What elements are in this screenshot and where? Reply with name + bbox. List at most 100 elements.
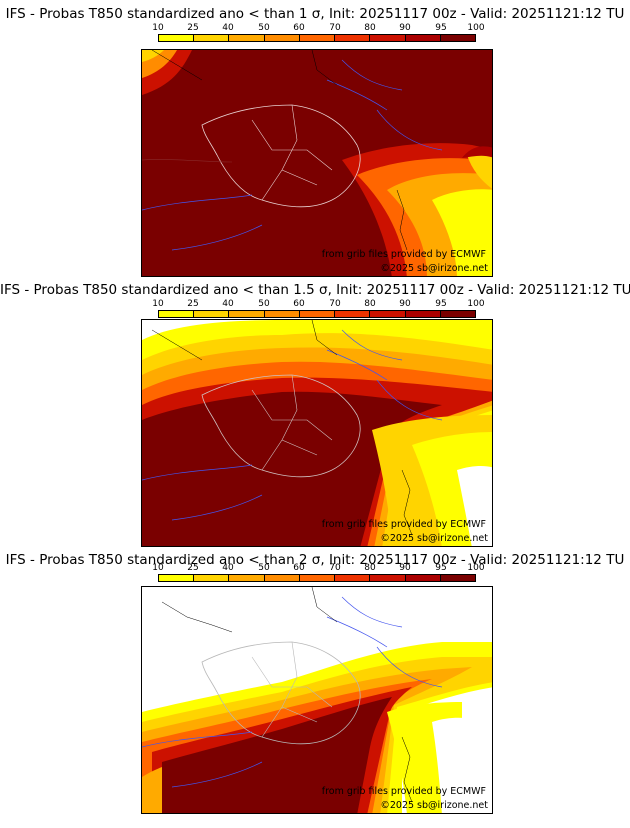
swatch (335, 35, 371, 41)
swatch (299, 35, 336, 41)
coastline (396, 189, 408, 251)
colorbar-tick: 90 (399, 23, 411, 33)
swatch (440, 575, 475, 581)
colorbar-tick: 50 (258, 563, 270, 573)
rivers (142, 194, 263, 251)
field-band (457, 465, 492, 546)
colorbar-tick: 70 (329, 563, 341, 573)
swatch (194, 311, 230, 317)
field-band (432, 189, 492, 276)
colorbar-ticks: 10 25 40 50 60 70 80 90 95 100 (152, 299, 484, 309)
swatch (264, 575, 300, 581)
colorbar-swatches (158, 34, 476, 42)
swatch (440, 35, 475, 41)
swatch (405, 35, 441, 41)
swatch (370, 311, 406, 317)
rivers (142, 731, 263, 788)
colorbar-tick: 100 (467, 299, 485, 309)
colorbar-tick: 25 (187, 23, 199, 33)
colorbar-tick: 40 (222, 299, 234, 309)
swatch (440, 311, 475, 317)
field-band (162, 697, 392, 813)
coastline (161, 587, 413, 803)
swatch (405, 311, 441, 317)
colorbar-tick: 90 (399, 563, 411, 573)
panel-1: IFS - Probas T850 standardized ano < tha… (0, 0, 630, 277)
panel-2: IFS - Probas T850 standardized ano < tha… (0, 276, 630, 547)
colorbar-tick: 50 (258, 299, 270, 309)
colorbar-tick: 60 (293, 563, 305, 573)
field-band (142, 767, 162, 813)
colorbar-tick: 80 (364, 299, 376, 309)
colorbar-tick: 40 (222, 23, 234, 33)
swatch (194, 575, 230, 581)
region-borders (201, 374, 361, 478)
colorbar-tick: 95 (435, 23, 447, 33)
swatch (264, 311, 300, 317)
swatch (194, 35, 230, 41)
colorbar-tick: 80 (364, 23, 376, 33)
colorbar: 10 25 40 50 60 70 80 90 95 100 (152, 23, 485, 43)
panel-title: IFS - Probas T850 standardized ano < tha… (5, 552, 625, 568)
swatch (299, 311, 336, 317)
grid-line (142, 159, 233, 163)
colorbar: 10 25 40 50 60 70 80 90 95 100 (152, 299, 485, 319)
colorbar-tick: 70 (329, 299, 341, 309)
swatch (335, 575, 371, 581)
field-band (432, 717, 472, 813)
swatch (335, 311, 371, 317)
map-graphic (142, 320, 492, 546)
panel-3: IFS - Probas T850 standardized ano < tha… (0, 546, 630, 816)
colorbar: 10 25 40 50 60 70 80 90 95 100 (152, 563, 485, 583)
swatch (370, 35, 406, 41)
region-borders (251, 374, 333, 471)
colorbar-tick: 60 (293, 23, 305, 33)
colorbar-tick: 70 (329, 23, 341, 33)
colorbar-swatches (158, 310, 476, 318)
swatch (159, 575, 195, 581)
colorbar-tick: 40 (222, 563, 234, 573)
colorbar-tick: 100 (467, 23, 485, 33)
swatch (159, 35, 195, 41)
colorbar-tick: 95 (435, 299, 447, 309)
region-borders (251, 104, 333, 201)
colorbar-tick: 25 (187, 563, 199, 573)
colorbar-tick: 100 (467, 563, 485, 573)
swatch (159, 311, 195, 317)
swatch (264, 35, 300, 41)
colorbar-tick: 10 (152, 299, 164, 309)
region-borders (201, 641, 361, 745)
colorbar-tick: 50 (258, 23, 270, 33)
field-band (142, 391, 442, 546)
colorbar-ticks: 10 25 40 50 60 70 80 90 95 100 (152, 23, 484, 33)
swatch (299, 575, 336, 581)
coastline (151, 320, 413, 536)
rivers (142, 464, 263, 521)
region-borders (251, 641, 333, 738)
region-borders (201, 104, 361, 208)
field-band (467, 150, 492, 189)
swatch (229, 35, 265, 41)
field-band (462, 146, 492, 158)
field-band (142, 50, 164, 62)
probability-map: from grib files provided by ECMWF ©2025 … (141, 49, 493, 277)
colorbar-tick: 60 (293, 299, 305, 309)
colorbar-swatches (158, 574, 476, 582)
map-graphic (142, 587, 492, 813)
panel-title: IFS - Probas T850 standardized ano < tha… (5, 6, 625, 22)
coastline (151, 50, 338, 86)
copyright-credit: ©2025 sb@irizone.net (380, 263, 488, 274)
copyright-credit: ©2025 sb@irizone.net (380, 533, 488, 544)
probability-map: from grib files provided by ECMWF ©2025 … (141, 586, 493, 814)
colorbar-tick: 10 (152, 23, 164, 33)
data-source-credit: from grib files provided by ECMWF (321, 249, 486, 260)
colorbar-tick: 95 (435, 563, 447, 573)
swatch (370, 575, 406, 581)
map-graphic (142, 50, 492, 276)
data-source-credit: from grib files provided by ECMWF (321, 786, 486, 797)
panel-title: IFS - Probas T850 standardized ano < tha… (0, 282, 630, 298)
colorbar-tick: 10 (152, 563, 164, 573)
swatch (229, 575, 265, 581)
swatch (405, 575, 441, 581)
probability-map: from grib files provided by ECMWF ©2025 … (141, 319, 493, 547)
